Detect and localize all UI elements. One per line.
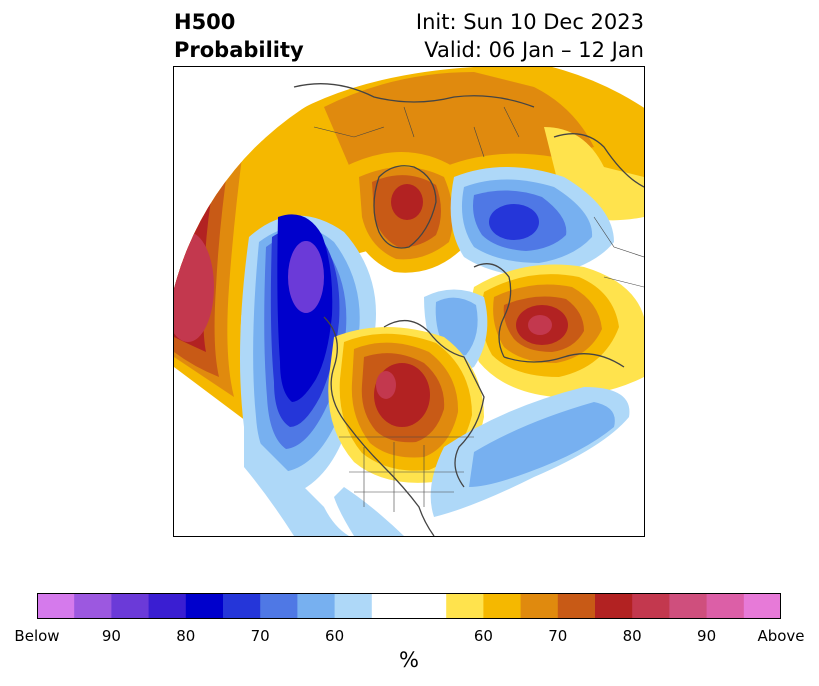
colorbar-swatch <box>185 593 224 619</box>
plot-title-right: Init: Sun 10 Dec 2023 Valid: 06 Jan – 12… <box>416 8 644 64</box>
colorbar-swatch <box>74 593 112 619</box>
colorbar-swatch <box>37 593 75 619</box>
colorbar-swatch <box>409 593 447 619</box>
probability-map <box>174 67 644 536</box>
below-tail-pacific <box>244 427 349 536</box>
colorbar-swatch <box>334 593 373 619</box>
colorbar-tick-label: 60 <box>325 627 345 645</box>
product-title: Probability <box>174 38 304 62</box>
colorbar-unit-label: % <box>399 648 419 672</box>
colorbar-swatch <box>520 593 559 619</box>
above-core-europe-max <box>528 315 552 335</box>
borders <box>313 106 644 512</box>
us-state-borders <box>349 442 464 512</box>
colorbar-swatch <box>595 593 633 619</box>
above-region-arctic-inner <box>324 72 594 179</box>
colorbar-swatch <box>371 593 410 619</box>
colorbar-swatch <box>446 593 484 619</box>
plot-title-left: H500 Probability <box>174 8 304 64</box>
colorbar-tick-label: 90 <box>697 627 717 645</box>
colorbar-swatch <box>483 593 521 619</box>
coastline-asia <box>553 133 644 188</box>
coastline-greenland <box>373 165 437 249</box>
map-panel <box>173 66 645 537</box>
colorbar-swatch <box>632 593 670 619</box>
country-borders-east <box>593 216 644 288</box>
colorbar-swatch <box>669 593 707 619</box>
colorbar-swatch <box>111 593 149 619</box>
colorbar-swatch <box>223 593 261 619</box>
below-core-pacific-max <box>288 241 324 313</box>
colorbar-tick-label: 80 <box>176 627 196 645</box>
colorbar-swatch <box>297 593 335 619</box>
coastline-mediterranean <box>503 353 625 368</box>
colorbar-tick-label: 70 <box>250 627 270 645</box>
coastlines <box>293 83 644 536</box>
coastline-east-namerica <box>383 320 485 488</box>
above-core-namerica-max <box>376 371 396 399</box>
coastline-west-namerica <box>323 316 435 536</box>
variable-title: H500 <box>174 10 236 34</box>
colorbar-swatch <box>260 593 298 619</box>
colorbar-swatch <box>557 593 596 619</box>
colorbar <box>37 593 781 619</box>
colorbar-tick-label: Below <box>14 627 60 645</box>
colorbar-tick-label: 80 <box>622 627 642 645</box>
probability-field <box>174 67 644 536</box>
below-region-atlantic-south-inner <box>469 402 615 487</box>
coastline-siberia <box>293 83 535 108</box>
colorbar-tick-label: Above <box>757 627 805 645</box>
above-core-greenland <box>391 184 423 220</box>
colorbar-outline <box>37 593 781 619</box>
valid-range: Valid: 06 Jan – 12 Jan <box>424 38 644 62</box>
below-tail-south <box>334 487 404 536</box>
below-core-siberia <box>489 204 539 240</box>
colorbar-tick-label: 70 <box>548 627 568 645</box>
init-time: Init: Sun 10 Dec 2023 <box>415 10 644 34</box>
colorbar-swatch <box>706 593 745 619</box>
country-borders-north <box>313 106 520 158</box>
coastline-europe <box>473 263 512 358</box>
colorbar-tick-label: 90 <box>101 627 121 645</box>
colorbar-tick-label: 60 <box>473 627 493 645</box>
colorbar-swatch <box>743 593 781 619</box>
colorbar-swatch <box>148 593 187 619</box>
